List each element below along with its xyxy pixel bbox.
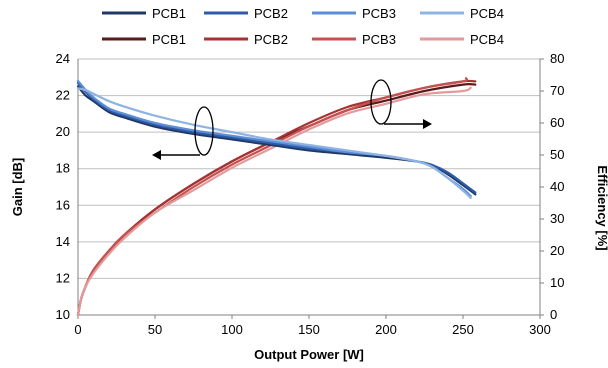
x-tick-label: 100 xyxy=(221,322,243,337)
efficiency-axis-arrowhead xyxy=(423,119,432,129)
legend-label: PCB3 xyxy=(362,6,396,21)
gain-pcb2-line xyxy=(76,81,477,194)
legend-label: PCB1 xyxy=(152,32,186,47)
gain-pcb4-line xyxy=(76,87,472,200)
gridlines xyxy=(78,58,540,279)
gain-group-ellipse xyxy=(194,106,214,156)
legend-label: PCB3 xyxy=(362,32,396,47)
efficiency-pcb3-line xyxy=(76,77,469,317)
x-tick-label: 150 xyxy=(298,322,320,337)
series-lines xyxy=(76,77,477,317)
x-tick-label: 300 xyxy=(529,322,551,337)
y-left-tick-label: 10 xyxy=(56,307,70,322)
y-right-tick-label: 40 xyxy=(550,179,564,194)
y-right-tick-label: 10 xyxy=(550,275,564,290)
y-left-tick-label: 22 xyxy=(56,88,70,103)
legend-label: PCB4 xyxy=(470,32,504,47)
legend-label: PCB4 xyxy=(470,6,504,21)
y-right-tick-label: 0 xyxy=(550,307,557,322)
y-right-tick-label: 20 xyxy=(550,243,564,258)
y-left-tick-label: 12 xyxy=(56,270,70,285)
y-left-tick-label: 16 xyxy=(56,197,70,212)
legend-label: PCB1 xyxy=(152,6,186,21)
x-axis-title: Output Power [W] xyxy=(254,347,364,362)
y-right-tick-label: 60 xyxy=(550,115,564,130)
y-left-tick-label: 18 xyxy=(56,161,70,176)
efficiency-group-ellipse xyxy=(370,79,392,125)
y-left-tick-label: 20 xyxy=(56,124,70,139)
y-right-tick-label: 30 xyxy=(550,211,564,226)
x-tick-label: 50 xyxy=(148,322,162,337)
y-right-tick-label: 70 xyxy=(550,83,564,98)
legend: PCB1 PCB2 PCB3 PCB4 PCB1 PCB2 PCB3 PCB4 xyxy=(102,6,504,47)
legend-label: PCB2 xyxy=(254,6,288,21)
y-right-tick-label: 80 xyxy=(550,51,564,66)
efficiency-pcb2-line xyxy=(76,79,477,317)
annotations xyxy=(152,79,432,160)
y-left-axis-title: Gain [dB] xyxy=(10,158,25,217)
y-right-tick-label: 50 xyxy=(550,147,564,162)
y-right-axis-title: Efficiency [%] xyxy=(595,165,608,250)
gain-pcb3-line xyxy=(76,79,472,198)
tick-labels: 10 12 14 16 18 20 22 24 0 10 20 30 40 50 60 70 80 0 50 100 1… xyxy=(56,51,565,337)
efficiency-pcb4-line xyxy=(76,86,472,317)
axes xyxy=(77,59,541,316)
legend-label: PCB2 xyxy=(254,32,288,47)
x-tick-label: 200 xyxy=(375,322,397,337)
gain-axis-arrowhead xyxy=(152,150,161,160)
x-tick-label: 250 xyxy=(452,322,474,337)
x-tick-label: 0 xyxy=(74,322,81,337)
y-left-tick-label: 24 xyxy=(56,51,70,66)
y-left-tick-label: 14 xyxy=(56,234,70,249)
